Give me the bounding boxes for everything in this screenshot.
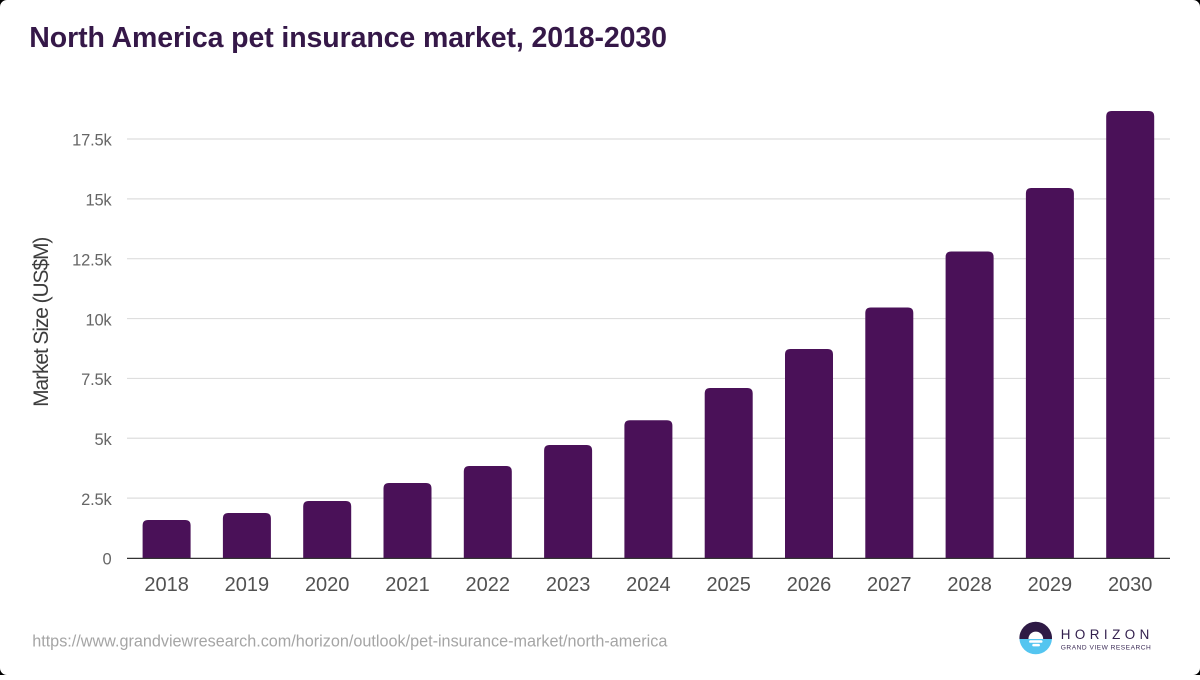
svg-text:17.5k: 17.5k (72, 132, 112, 150)
svg-text:Market Size (US$M): Market Size (US$M) (30, 238, 53, 407)
svg-text:2024: 2024 (626, 574, 671, 596)
svg-text:2.5k: 2.5k (81, 491, 112, 509)
svg-text:2026: 2026 (787, 574, 832, 596)
svg-text:https://www.grandviewresearch.: https://www.grandviewresearch.com/horizo… (32, 632, 667, 650)
svg-text:2029: 2029 (1028, 574, 1073, 596)
svg-text:2023: 2023 (546, 574, 591, 596)
svg-text:5k: 5k (94, 431, 112, 449)
svg-text:10k: 10k (85, 311, 112, 329)
svg-text:2025: 2025 (706, 574, 751, 596)
svg-text:2028: 2028 (947, 574, 992, 596)
svg-text:HORIZON: HORIZON (1061, 627, 1154, 642)
svg-text:2022: 2022 (466, 574, 511, 596)
svg-text:15k: 15k (85, 192, 112, 210)
svg-text:2021: 2021 (385, 574, 430, 596)
svg-text:0: 0 (103, 551, 112, 569)
svg-text:12.5k: 12.5k (72, 251, 112, 269)
svg-text:North America pet insurance ma: North America pet insurance market, 2018… (29, 22, 667, 54)
svg-text:2027: 2027 (867, 574, 912, 596)
svg-text:2019: 2019 (225, 574, 270, 596)
svg-text:2018: 2018 (144, 574, 189, 596)
svg-text:7.5k: 7.5k (81, 371, 112, 389)
svg-text:2020: 2020 (305, 574, 350, 596)
svg-text:2030: 2030 (1108, 574, 1153, 596)
svg-text:GRAND VIEW RESEARCH: GRAND VIEW RESEARCH (1061, 645, 1151, 652)
